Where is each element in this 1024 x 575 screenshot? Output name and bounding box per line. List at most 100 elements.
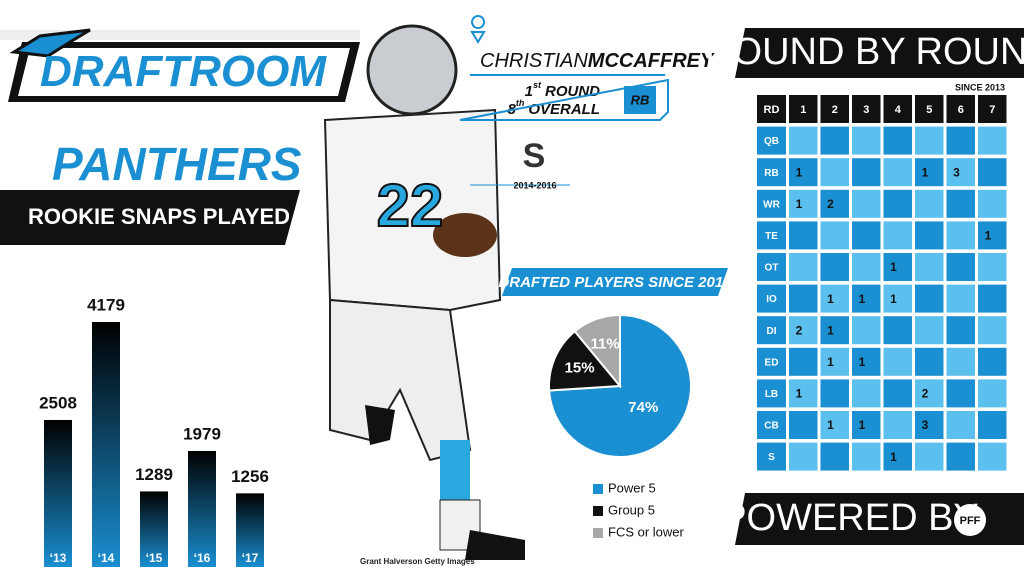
- table-cell: [978, 284, 1007, 313]
- pie-slice: [573, 313, 621, 389]
- cell-value: 1: [985, 229, 992, 243]
- subtitle-banner: [0, 190, 300, 245]
- table-cell: [915, 221, 944, 250]
- footer-banner: [735, 493, 1024, 545]
- cell-value: 1: [859, 355, 866, 369]
- svg-text:22: 22: [377, 172, 444, 239]
- table-cell: [946, 379, 975, 408]
- cell-value: 2: [796, 323, 803, 337]
- table-cell: [852, 221, 881, 250]
- table-cell: [820, 189, 849, 218]
- bar: [92, 322, 120, 567]
- row-label: DI: [767, 326, 777, 337]
- table-cell: [789, 411, 818, 439]
- legend-swatch: [593, 506, 603, 516]
- position-box: [624, 86, 656, 114]
- column-header: 7: [989, 104, 995, 116]
- table-cell: [978, 411, 1007, 439]
- table-cell: [883, 316, 912, 345]
- table-cell: [915, 126, 944, 155]
- bar: [44, 419, 72, 567]
- table-cell: [946, 189, 975, 218]
- subtitle: ROOKIE SNAPS PLAYED: [28, 204, 290, 229]
- table-cell: [883, 253, 912, 281]
- row-label: IO: [766, 294, 777, 305]
- value-label: 4179: [87, 295, 125, 314]
- cell-value: 2: [922, 387, 929, 401]
- legend-swatch: [593, 484, 603, 494]
- table-cell: [789, 221, 818, 250]
- slice-label: 74%: [628, 399, 658, 416]
- cell-value: 1: [827, 292, 834, 306]
- college-logo: S: [523, 137, 546, 175]
- x-tick-label: ‘13: [50, 551, 67, 565]
- legend-label: Group 5: [608, 502, 655, 517]
- round-number: 1: [525, 83, 533, 100]
- column-header: 3: [863, 104, 869, 116]
- row-label-cell: [757, 253, 786, 281]
- cell-value: 1: [859, 418, 866, 432]
- table-cell: [820, 221, 849, 250]
- table-cell: [915, 253, 944, 281]
- table-cell: [883, 158, 912, 187]
- table-title: ROUND BY ROUND: [705, 31, 1024, 73]
- table-cell: [978, 221, 1007, 250]
- table-cell: [789, 284, 818, 313]
- row-label: LB: [765, 389, 778, 400]
- column-header: 1: [800, 104, 806, 116]
- table-cell: [915, 316, 944, 345]
- table-cell: [789, 253, 818, 281]
- table-cell: [978, 316, 1007, 345]
- pie-banner: [502, 268, 728, 296]
- row-label: WR: [763, 199, 780, 210]
- table-cell: [789, 126, 818, 155]
- player-photo: 22: [323, 24, 525, 560]
- value-label: 1979: [183, 424, 221, 443]
- table-cell: [883, 126, 912, 155]
- table-cell: [852, 158, 881, 187]
- table-cell: [883, 442, 912, 471]
- table-cell: [946, 411, 975, 439]
- table-cell: [978, 158, 1007, 187]
- header-cell: [757, 95, 786, 123]
- cell-value: 1: [890, 450, 897, 464]
- cell-value: 1: [796, 387, 803, 401]
- cell-value: 1: [890, 292, 897, 306]
- table-cell: [946, 158, 975, 187]
- table-cell: [820, 442, 849, 471]
- row-label-cell: [757, 442, 786, 471]
- header-cell: [915, 95, 944, 123]
- column-header: RD: [764, 104, 780, 116]
- row-label: CB: [764, 421, 778, 432]
- table-cell: [915, 189, 944, 218]
- legend-label: Power 5: [608, 480, 656, 495]
- table-cell: [820, 284, 849, 313]
- table-cell: [946, 442, 975, 471]
- table-cell: [852, 379, 881, 408]
- table-cell: [852, 253, 881, 281]
- column-header: 5: [926, 104, 932, 116]
- table-cell: [946, 253, 975, 281]
- table-cell: [789, 442, 818, 471]
- x-tick-label: ‘17: [242, 551, 259, 565]
- cell-value: 1: [827, 355, 834, 369]
- cell-value: 1: [796, 165, 803, 179]
- bar: [140, 491, 168, 567]
- table-cell: [820, 126, 849, 155]
- table-cell: [915, 158, 944, 187]
- pick-suffix: th: [516, 98, 525, 108]
- row-label: RB: [764, 168, 778, 179]
- row-label-cell: [757, 347, 786, 376]
- table-cell: [883, 379, 912, 408]
- table-cell: [915, 379, 944, 408]
- pick-label: OVERALL: [528, 101, 600, 118]
- table-cell: [789, 347, 818, 376]
- cell-value: 1: [827, 323, 834, 337]
- team-name: PANTHERS: [52, 138, 302, 190]
- value-label: 1289: [135, 465, 173, 484]
- row-label-cell: [757, 379, 786, 408]
- row-label: QB: [764, 136, 779, 147]
- row-label: S: [768, 452, 775, 463]
- table-cell: [883, 189, 912, 218]
- row-label-cell: [757, 158, 786, 187]
